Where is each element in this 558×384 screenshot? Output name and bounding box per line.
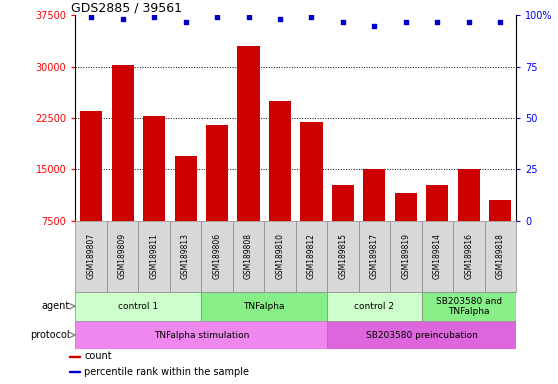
Text: GSM189810: GSM189810 bbox=[276, 233, 285, 279]
Text: GSM189816: GSM189816 bbox=[464, 233, 473, 279]
Bar bbox=[359, 221, 390, 292]
Bar bbox=[422, 221, 453, 292]
Text: GSM189806: GSM189806 bbox=[213, 233, 222, 280]
Point bbox=[118, 17, 127, 23]
Bar bbox=[138, 221, 170, 292]
Text: GSM189809: GSM189809 bbox=[118, 233, 127, 280]
Bar bbox=[201, 292, 327, 321]
Bar bbox=[390, 221, 422, 292]
Text: GSM189813: GSM189813 bbox=[181, 233, 190, 279]
Point bbox=[244, 14, 253, 20]
Text: control 1: control 1 bbox=[118, 302, 158, 311]
Bar bbox=[238, 46, 259, 272]
Text: GSM189811: GSM189811 bbox=[150, 233, 158, 279]
Bar bbox=[422, 292, 516, 321]
Bar bbox=[332, 184, 354, 272]
Bar bbox=[489, 200, 512, 272]
Bar bbox=[485, 221, 516, 292]
Bar bbox=[69, 371, 80, 372]
Bar bbox=[453, 221, 485, 292]
Bar bbox=[300, 121, 323, 272]
Point bbox=[433, 18, 442, 25]
Bar bbox=[296, 221, 327, 292]
Point bbox=[86, 14, 95, 20]
Bar bbox=[175, 156, 196, 272]
Point bbox=[370, 23, 379, 29]
Bar bbox=[75, 292, 201, 321]
Text: agent: agent bbox=[41, 301, 70, 311]
Bar bbox=[75, 321, 327, 349]
Text: GSM189807: GSM189807 bbox=[86, 233, 95, 280]
Bar bbox=[170, 221, 201, 292]
Text: GSM189817: GSM189817 bbox=[370, 233, 379, 279]
Bar bbox=[201, 221, 233, 292]
Text: GDS2885 / 39561: GDS2885 / 39561 bbox=[71, 1, 182, 14]
Point bbox=[150, 14, 158, 20]
Bar bbox=[327, 321, 516, 349]
Bar bbox=[327, 292, 422, 321]
Point bbox=[339, 18, 348, 25]
Text: GSM189818: GSM189818 bbox=[496, 233, 505, 279]
Bar bbox=[363, 169, 386, 272]
Bar bbox=[327, 221, 359, 292]
Bar bbox=[143, 116, 165, 272]
Text: TNFalpha stimulation: TNFalpha stimulation bbox=[153, 331, 249, 339]
Bar bbox=[80, 111, 102, 272]
Point bbox=[276, 17, 285, 23]
Bar bbox=[395, 194, 417, 272]
Bar bbox=[426, 184, 449, 272]
Text: percentile rank within the sample: percentile rank within the sample bbox=[84, 367, 249, 377]
Text: GSM189812: GSM189812 bbox=[307, 233, 316, 279]
Text: TNFalpha: TNFalpha bbox=[243, 302, 285, 311]
Text: GSM189819: GSM189819 bbox=[401, 233, 411, 279]
Bar bbox=[458, 169, 480, 272]
Text: control 2: control 2 bbox=[354, 302, 395, 311]
Point bbox=[181, 18, 190, 25]
Point bbox=[464, 18, 473, 25]
Point bbox=[496, 18, 505, 25]
Text: GSM189814: GSM189814 bbox=[433, 233, 442, 279]
Bar bbox=[233, 221, 264, 292]
Bar bbox=[107, 221, 138, 292]
Text: protocol: protocol bbox=[30, 330, 70, 340]
Point bbox=[213, 14, 222, 20]
Text: count: count bbox=[84, 351, 112, 361]
Point bbox=[402, 18, 411, 25]
Point bbox=[307, 14, 316, 20]
Text: GSM189815: GSM189815 bbox=[339, 233, 348, 279]
Bar bbox=[269, 101, 291, 272]
Bar bbox=[75, 221, 107, 292]
Bar bbox=[69, 356, 80, 357]
Bar bbox=[264, 221, 296, 292]
Text: GSM189808: GSM189808 bbox=[244, 233, 253, 279]
Bar bbox=[112, 65, 133, 272]
Text: SB203580 and
TNFalpha: SB203580 and TNFalpha bbox=[436, 296, 502, 316]
Bar bbox=[206, 125, 228, 272]
Text: SB203580 preincubation: SB203580 preincubation bbox=[365, 331, 478, 339]
